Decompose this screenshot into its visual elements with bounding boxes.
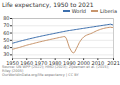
svg-text:50: 50: [3, 37, 9, 43]
html-text:Source: UN WPP (2022); HMD (20: Source: UN WPP (2022); HMD (2023); Zijde…: [2, 65, 110, 77]
svg-text:70: 70: [3, 23, 9, 29]
svg-text:30: 30: [3, 52, 9, 58]
html-text:World: World: [71, 8, 87, 15]
html-text:Life expectancy, 1950 to 2021: Life expectancy, 1950 to 2021: [2, 1, 94, 8]
svg-text:80: 80: [3, 15, 9, 21]
html-text:Liberia: Liberia: [100, 8, 117, 15]
svg-text:40: 40: [3, 44, 9, 50]
svg-text:60: 60: [3, 30, 9, 36]
